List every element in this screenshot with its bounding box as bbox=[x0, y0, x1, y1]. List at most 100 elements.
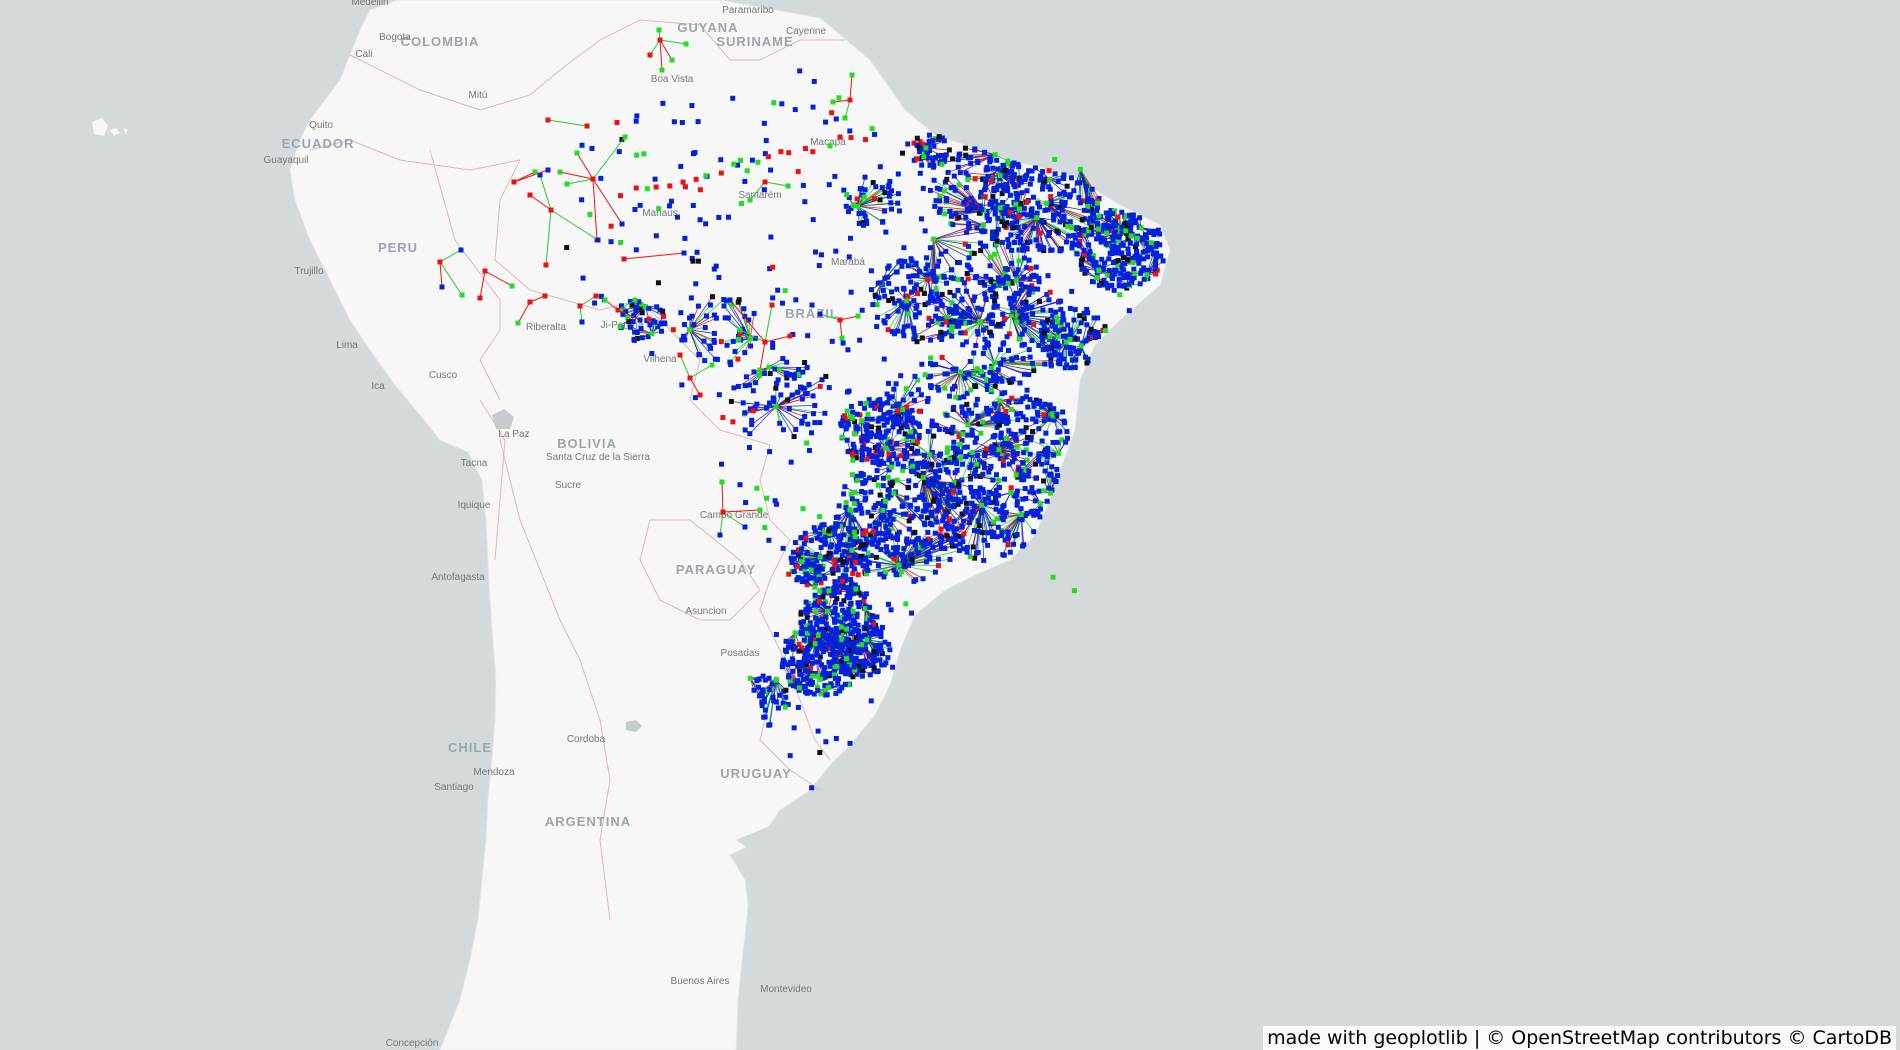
network-node bbox=[959, 477, 965, 483]
network-hub bbox=[847, 507, 853, 513]
network-hub bbox=[1067, 336, 1073, 342]
network-node bbox=[836, 589, 842, 595]
network-node bbox=[840, 522, 846, 528]
network-node bbox=[992, 383, 998, 389]
network-node bbox=[1028, 213, 1034, 219]
network-node bbox=[1002, 223, 1008, 229]
network-node bbox=[815, 640, 821, 646]
network-node bbox=[857, 560, 863, 566]
network-node bbox=[1000, 321, 1006, 327]
network-node bbox=[805, 561, 811, 567]
city-label: Buenos Aires bbox=[671, 976, 730, 987]
network-node bbox=[1103, 241, 1109, 247]
network-node bbox=[889, 480, 895, 486]
network-node bbox=[1102, 260, 1108, 266]
network-hub bbox=[1034, 215, 1040, 221]
network-node bbox=[1056, 328, 1062, 334]
network-node bbox=[1145, 248, 1151, 254]
network-node bbox=[830, 570, 836, 576]
city-label: Concepción bbox=[386, 1038, 439, 1049]
network-node bbox=[1048, 355, 1054, 361]
network-node bbox=[916, 550, 922, 556]
network-node bbox=[1098, 235, 1104, 241]
network-node bbox=[920, 508, 926, 514]
network-node bbox=[882, 503, 888, 509]
network-node bbox=[984, 387, 990, 393]
network-node bbox=[838, 421, 844, 427]
network-node bbox=[1088, 224, 1094, 230]
network-node bbox=[1082, 216, 1088, 222]
network-node bbox=[964, 545, 970, 551]
network-node bbox=[997, 422, 1003, 428]
network-node bbox=[887, 513, 893, 519]
network-node bbox=[1001, 340, 1007, 346]
network-node bbox=[1092, 335, 1098, 341]
network-node bbox=[837, 688, 843, 694]
network-node bbox=[973, 467, 979, 473]
network-node bbox=[1153, 271, 1159, 277]
network-node bbox=[1100, 226, 1106, 232]
network-node bbox=[788, 681, 794, 687]
city-label: Macapá bbox=[810, 137, 846, 148]
network-node bbox=[977, 485, 983, 491]
network-hub bbox=[969, 449, 975, 455]
network-node bbox=[1051, 349, 1057, 355]
network-node bbox=[1113, 267, 1119, 273]
network-node bbox=[879, 503, 885, 509]
network-edge bbox=[967, 403, 1000, 426]
network-node bbox=[951, 439, 957, 445]
network-node bbox=[995, 183, 1001, 189]
network-node bbox=[941, 482, 947, 488]
network-node bbox=[954, 461, 960, 467]
network-node bbox=[943, 523, 949, 529]
network-edge bbox=[960, 368, 978, 373]
network-edge bbox=[981, 504, 998, 520]
network-node bbox=[1037, 514, 1043, 520]
network-node bbox=[956, 182, 962, 188]
network-node bbox=[1121, 255, 1127, 261]
network-node bbox=[798, 535, 804, 541]
network-node bbox=[874, 614, 880, 620]
network-node bbox=[1047, 186, 1053, 192]
network-node bbox=[947, 489, 953, 495]
network-node bbox=[866, 447, 872, 453]
network-node bbox=[871, 627, 877, 633]
network-node bbox=[978, 203, 984, 209]
network-node bbox=[832, 579, 838, 585]
network-node bbox=[792, 645, 798, 651]
network-node bbox=[868, 489, 874, 495]
network-node bbox=[970, 544, 976, 550]
network-node bbox=[942, 211, 948, 217]
network-node bbox=[809, 660, 815, 666]
network-node bbox=[1024, 172, 1030, 178]
network-node bbox=[990, 205, 996, 211]
network-node bbox=[907, 502, 913, 508]
country-label: URUGUAY bbox=[720, 766, 792, 781]
network-node bbox=[890, 424, 896, 430]
network-node bbox=[1068, 330, 1074, 336]
network-node bbox=[860, 452, 866, 458]
network-node bbox=[1100, 327, 1106, 333]
network-node bbox=[920, 492, 926, 498]
network-node bbox=[1024, 316, 1030, 322]
network-node bbox=[991, 304, 997, 310]
network-node bbox=[847, 532, 853, 538]
network-node bbox=[1115, 262, 1121, 268]
network-edge bbox=[966, 322, 981, 343]
network-node bbox=[848, 631, 854, 637]
network-hub bbox=[852, 489, 858, 495]
network-node bbox=[982, 187, 988, 193]
network-node bbox=[970, 297, 976, 303]
network-node bbox=[849, 587, 855, 593]
network-node bbox=[879, 435, 885, 441]
network-node bbox=[959, 404, 965, 410]
network-node bbox=[868, 631, 874, 637]
network-node bbox=[1039, 244, 1045, 250]
network-node bbox=[1087, 330, 1093, 336]
network-node bbox=[1029, 176, 1035, 182]
network-node bbox=[952, 187, 958, 193]
network-node bbox=[925, 428, 931, 434]
country-border bbox=[759, 699, 821, 791]
network-hub bbox=[947, 456, 953, 462]
